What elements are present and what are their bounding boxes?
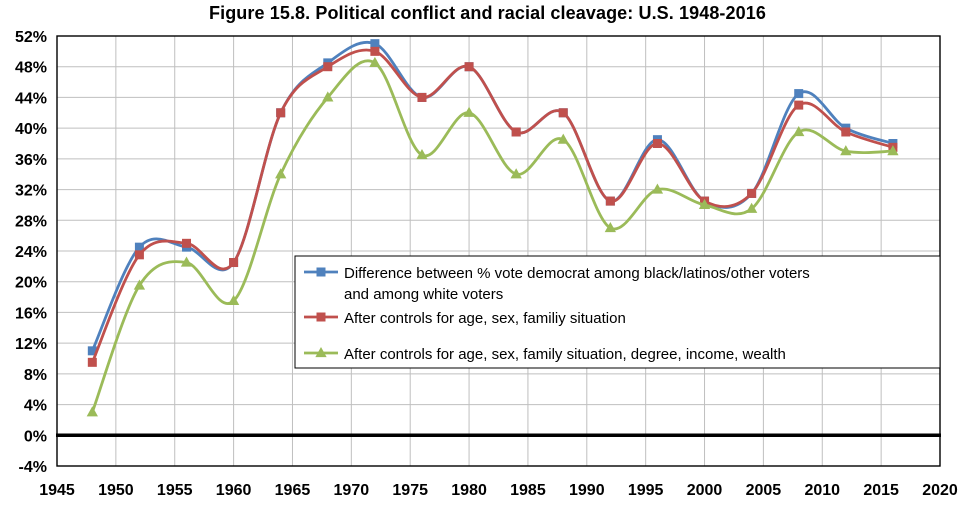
y-tick-label: 4%: [24, 398, 47, 415]
x-tick-label: 2020: [922, 482, 958, 499]
x-tick-label: 1970: [334, 482, 370, 499]
square-marker-icon: [323, 62, 333, 72]
x-tick-label: 1980: [451, 482, 487, 499]
square-marker-icon: [316, 312, 326, 322]
square-marker-icon: [134, 250, 144, 260]
triangle-marker-icon: [369, 56, 381, 67]
x-tick-label: 1955: [157, 482, 193, 499]
legend-box: [294, 255, 941, 369]
square-marker-icon: [370, 46, 380, 56]
square-marker-icon: [316, 267, 326, 277]
triangle-marker-icon: [133, 279, 146, 290]
square-marker-icon: [841, 127, 851, 137]
triangle-marker-icon: [698, 198, 711, 210]
square-marker-icon: [652, 139, 662, 148]
triangle-marker-icon: [315, 346, 327, 358]
square-marker-icon: [464, 62, 474, 72]
legend-label: After controls for age, sex, familiy sit…: [344, 310, 626, 327]
x-tick-label: 2015: [863, 482, 899, 499]
y-tick-label: 24%: [15, 244, 47, 261]
y-tick-label: 40%: [15, 121, 47, 138]
y-tick-label: 44%: [15, 90, 47, 107]
square-marker-icon: [558, 108, 568, 118]
y-tick-label: -4%: [19, 459, 47, 476]
square-marker-icon: [229, 258, 239, 268]
triangle-marker-icon: [745, 202, 758, 213]
square-marker-icon: [276, 108, 286, 118]
y-tick-label: 32%: [15, 183, 47, 200]
triangle-marker-icon: [227, 294, 240, 306]
triangle-marker-icon: [416, 148, 428, 160]
triangle-marker-icon: [887, 145, 899, 156]
y-tick-label: 20%: [15, 275, 47, 292]
x-tick-label: 1945: [39, 482, 75, 499]
triangle-marker-icon: [180, 256, 193, 267]
triangle-marker-icon: [463, 106, 475, 117]
y-tick-label: 12%: [15, 336, 47, 353]
x-tick-label: 1950: [98, 482, 134, 499]
triangle-marker-icon: [651, 183, 664, 194]
square-marker-icon: [417, 92, 427, 102]
triangle-marker-icon: [793, 125, 805, 137]
y-tick-label: 48%: [15, 60, 47, 77]
y-tick-label: 0%: [24, 428, 47, 445]
square-marker-icon: [747, 188, 757, 198]
square-marker-icon: [87, 357, 97, 367]
square-marker-icon: [794, 100, 804, 110]
x-tick-label: 2010: [804, 482, 840, 499]
x-tick-label: 2000: [687, 482, 723, 499]
y-tick-label: 36%: [15, 152, 47, 169]
x-tick-label: 1975: [392, 482, 428, 499]
triangle-marker-icon: [510, 168, 522, 179]
x-tick-label: 2005: [746, 482, 782, 499]
x-tick-label: 1985: [510, 482, 546, 499]
square-marker-icon: [605, 196, 615, 206]
triangle-marker-icon: [604, 221, 616, 233]
y-tick-label: 52%: [15, 29, 47, 46]
chart-title: Figure 15.8. Political conflict and raci…: [209, 3, 766, 23]
triangle-marker-icon: [86, 406, 98, 417]
x-tick-label: 1990: [569, 482, 605, 499]
x-tick-label: 1965: [275, 482, 311, 499]
legend-label: Difference between % vote democrat among…: [344, 265, 810, 303]
triangle-marker-icon: [322, 91, 334, 102]
x-tick-label: 1960: [216, 482, 252, 499]
triangle-marker-icon: [557, 133, 569, 144]
legend: Difference between % vote democrat among…: [294, 255, 941, 369]
y-tick-label: 16%: [15, 305, 47, 322]
legend-label: After controls for age, sex, family situ…: [344, 346, 786, 363]
triangle-marker-icon: [840, 145, 852, 156]
y-tick-label: 28%: [15, 213, 47, 230]
triangle-marker-icon: [275, 168, 287, 179]
square-marker-icon: [511, 127, 521, 137]
plot-border: [56, 35, 941, 467]
y-tick-label: 8%: [24, 367, 47, 384]
x-tick-label: 1995: [628, 482, 664, 499]
square-marker-icon: [794, 89, 804, 99]
square-marker-icon: [182, 238, 192, 248]
square-marker-icon: [370, 39, 380, 49]
series-3: [86, 56, 899, 417]
